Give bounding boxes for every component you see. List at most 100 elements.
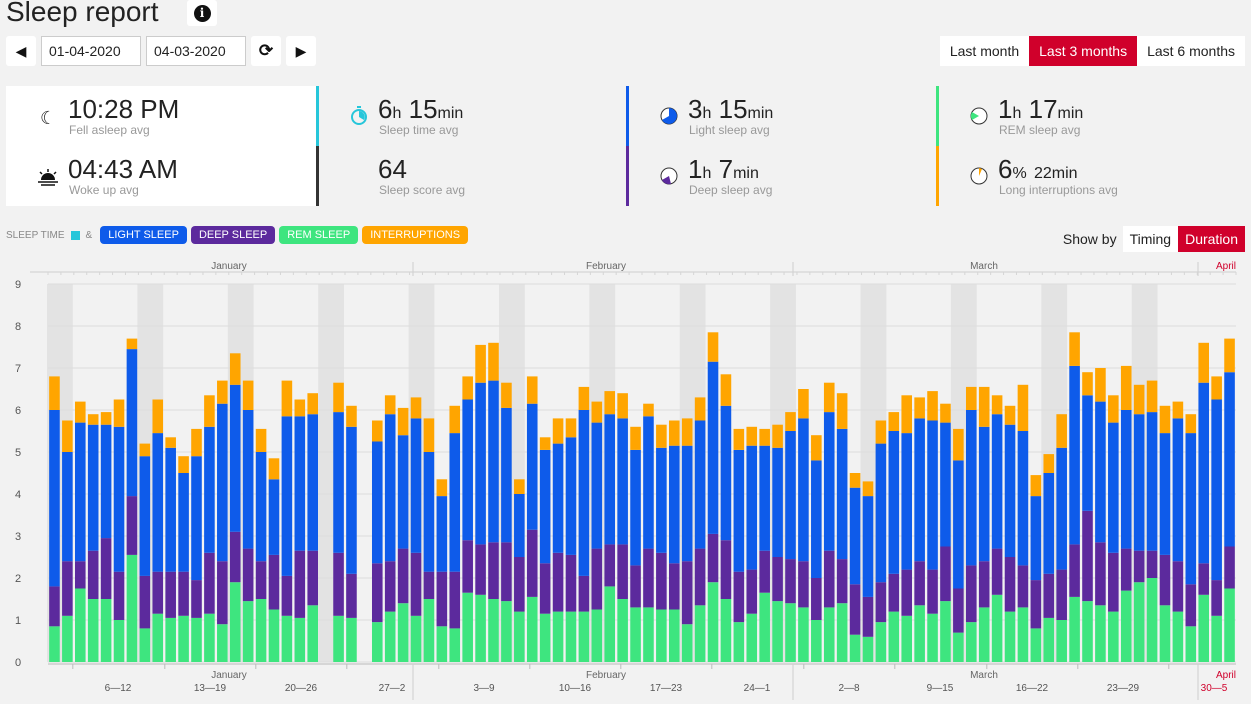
bar-interruptions (449, 405, 461, 434)
month-label-top: January (211, 261, 247, 272)
bar-rem (462, 592, 473, 662)
bar-light (1146, 412, 1158, 551)
date-to-input[interactable]: 04-03-2020 (146, 36, 246, 66)
bar-deep (436, 571, 448, 627)
bar-deep (1133, 550, 1145, 583)
bar-light (836, 428, 848, 560)
legend-rem-sleep[interactable]: REM SLEEP (279, 226, 359, 244)
bar-light (307, 414, 319, 551)
bar-interruptions (901, 395, 913, 434)
bar-light (901, 433, 913, 570)
bar-rem (785, 603, 796, 662)
week-label: 3—9 (473, 683, 495, 694)
bar-deep (901, 569, 913, 616)
deep-sleep-pie-icon (660, 167, 678, 185)
range-last-3-months[interactable]: Last 3 months (1029, 36, 1138, 66)
bar-rem (656, 609, 667, 662)
date-from-input[interactable]: 01-04-2020 (41, 36, 141, 66)
bar-rem (836, 603, 848, 662)
bar-light (862, 496, 874, 597)
bar-light (526, 403, 538, 530)
bar-interruptions (978, 386, 990, 427)
bar-light (1017, 431, 1029, 566)
bar-light (991, 414, 1003, 549)
deep-sleep-label: Deep sleep avg (689, 183, 773, 197)
legend-sleep-time[interactable]: SLEEP TIME (6, 229, 65, 241)
bar-light (539, 449, 551, 564)
bar-rem (333, 615, 344, 662)
interruptions-value: 6% 22min (998, 154, 1078, 184)
bar-light (1133, 414, 1145, 551)
bar-interruptions (307, 393, 319, 415)
bar-deep (449, 571, 461, 629)
bar-deep (811, 578, 822, 620)
divider-sleep-time (316, 86, 319, 146)
refresh-button[interactable]: ⟳ (251, 36, 281, 66)
bar-light (126, 349, 138, 497)
bar-interruptions (255, 428, 267, 452)
bar-deep (798, 561, 809, 608)
bar-light (1185, 433, 1197, 585)
bar-rem (927, 613, 938, 662)
sleep-score-value: 64 (378, 154, 407, 184)
bar-light (1108, 422, 1119, 553)
bar-deep (397, 548, 409, 604)
bar-interruptions (475, 344, 486, 383)
bar-light (1120, 410, 1132, 549)
bar-light (281, 416, 293, 576)
bar-deep (656, 552, 667, 610)
bar-deep (462, 540, 473, 593)
bar-light (798, 418, 809, 562)
bar-rem (630, 607, 641, 662)
legend-deep-sleep[interactable]: DEEP SLEEP (190, 226, 276, 244)
bar-rem (888, 611, 900, 662)
info-button[interactable]: i (187, 0, 217, 26)
bar-rem (940, 601, 951, 662)
light-sleep-pie-icon (660, 107, 678, 125)
bar-interruptions (578, 386, 590, 410)
bar-interruptions (539, 437, 551, 450)
show-by-toggle: Show by Timing Duration (1063, 226, 1245, 252)
next-period-button[interactable]: ▶ (286, 36, 316, 66)
bar-rem (139, 628, 151, 662)
show-by-timing[interactable]: Timing (1122, 226, 1179, 252)
refresh-icon: ⟳ (258, 41, 274, 60)
range-last-month[interactable]: Last month (939, 36, 1030, 66)
sleep-duration-chart: 0 1 2 3 4 5 6 7 8 9 January February March April Janua… (15, 261, 1237, 700)
range-last-6-months[interactable]: Last 6 months (1137, 36, 1245, 66)
bar-light (294, 416, 306, 551)
bar-interruptions (346, 405, 357, 427)
bar-interruptions (333, 382, 344, 413)
bar-light (1056, 447, 1067, 570)
bar-light (268, 479, 280, 555)
bar-deep (578, 575, 590, 612)
bar-deep (552, 552, 564, 612)
bar-light (1211, 399, 1222, 581)
bar-light (591, 422, 603, 549)
bar-deep (165, 571, 176, 618)
bar-rem (953, 632, 964, 662)
bar-light (87, 424, 99, 551)
bar-interruptions (100, 412, 112, 425)
bar-light (668, 445, 680, 564)
bar-interruptions (204, 395, 215, 427)
bar-rem (539, 613, 551, 662)
prev-period-button[interactable]: ◀ (6, 36, 36, 66)
stopwatch-icon (351, 106, 367, 125)
bar-rem (681, 624, 693, 662)
bar-interruptions (914, 397, 925, 419)
bar-rem (1146, 578, 1158, 662)
legend-light-sleep[interactable]: LIGHT SLEEP (100, 226, 187, 244)
show-by-duration[interactable]: Duration (1178, 226, 1245, 252)
bar-deep (1043, 573, 1055, 618)
bar-deep (1017, 565, 1029, 608)
month-label-top: February (586, 261, 626, 272)
bar-rem (1056, 620, 1067, 662)
bar-light (397, 435, 409, 549)
legend-interruptions[interactable]: INTERRUPTIONS (362, 226, 469, 244)
bar-interruptions (1198, 342, 1210, 383)
bar-rem (849, 634, 861, 662)
bar-rem (178, 615, 189, 662)
bar-deep (604, 544, 616, 587)
week-label: 24—1 (744, 683, 771, 694)
